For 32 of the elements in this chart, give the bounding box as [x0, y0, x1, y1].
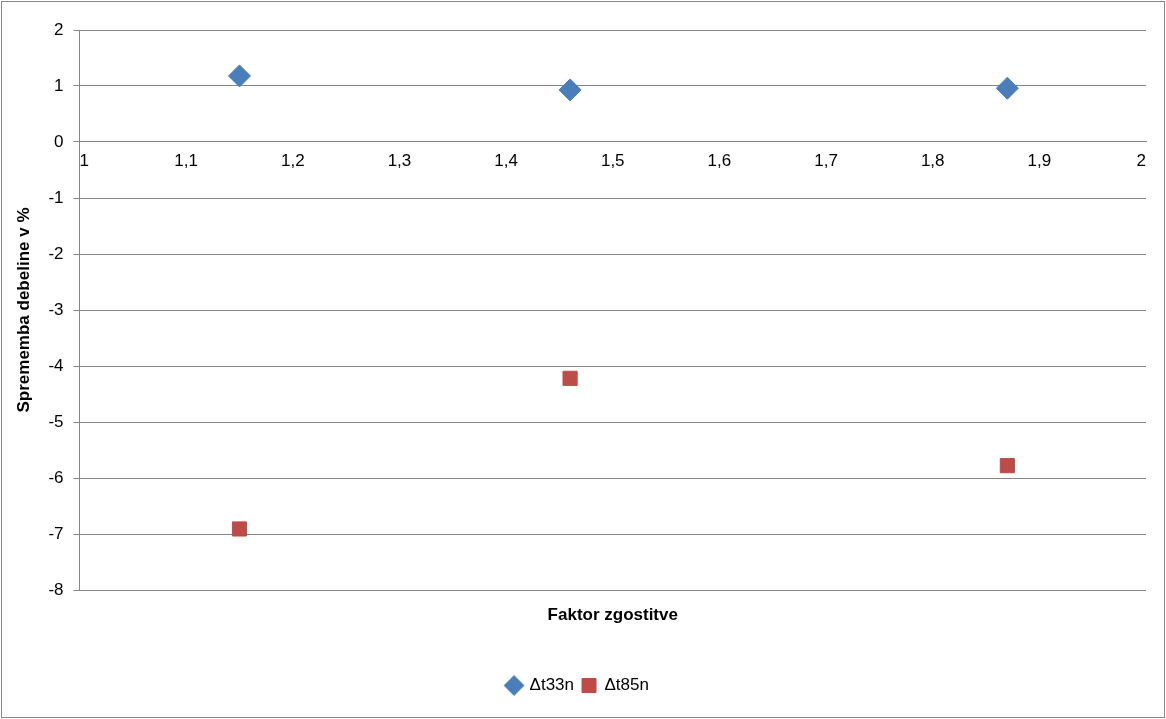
x-tick-label: 1: [79, 150, 89, 170]
x-tick-label: 1,8: [920, 150, 945, 170]
x-tick-label: 1,6: [707, 150, 732, 170]
x-tick-label: 1,4: [494, 150, 518, 170]
x-axis-title: Faktor zgostitve: [547, 604, 678, 624]
legend-label: Δt85n: [604, 675, 649, 695]
point: [562, 370, 578, 386]
y-tick-label: -4: [48, 355, 64, 375]
y-tick-label: -6: [48, 467, 64, 487]
point: [558, 78, 582, 102]
y-tick-label: -7: [48, 523, 64, 543]
y-tick-label: -2: [48, 243, 64, 263]
y-tick-label: -3: [48, 299, 64, 319]
y-tick-label: -1: [48, 187, 64, 207]
x-tick-label: 1,3: [387, 150, 412, 170]
y-tick-label: 0: [54, 131, 64, 151]
y-tick-label: 1: [54, 75, 64, 95]
x-tick-label: 1,5: [600, 150, 625, 170]
point: [995, 76, 1019, 100]
y-tick-label: 2: [54, 19, 64, 39]
point: [231, 521, 248, 537]
y-tick-label: -8: [48, 579, 64, 599]
y-tick-label: -5: [48, 411, 64, 431]
x-tick-label: 2: [1136, 150, 1146, 170]
x-tick-label: 1,1: [174, 150, 198, 170]
y-axis-title: Sprememba debeline v %: [13, 207, 33, 413]
x-tick-label: 1,2: [280, 150, 305, 170]
x-tick-label: 1,9: [1027, 150, 1052, 170]
point: [227, 64, 251, 88]
x-tick-label: 1,7: [814, 150, 838, 170]
point: [999, 458, 1015, 474]
legend-label: Δt33n: [529, 675, 575, 695]
